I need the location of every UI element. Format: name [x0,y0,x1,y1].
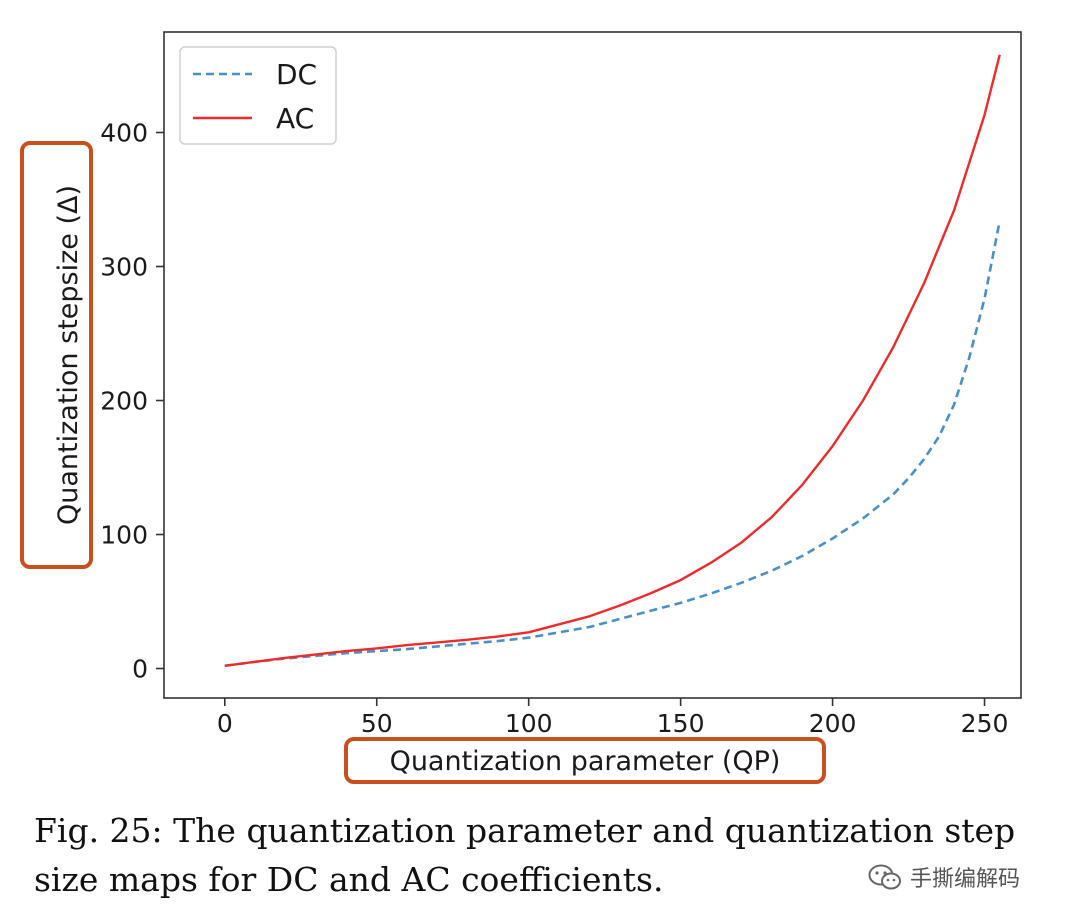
watermark: 手撕编解码 [868,862,1020,892]
y-tick-label: 100 [100,521,148,550]
x-tick-label: 50 [361,709,393,738]
y-tick-label: 300 [100,253,148,282]
x-tick-label: 150 [657,709,705,738]
watermark-text: 手撕编解码 [910,867,1021,892]
ylabel-highlight-box [20,141,93,569]
x-tick-label: 250 [961,709,1009,738]
y-tick-label: 400 [100,119,148,148]
legend-label-ac: AC [276,102,314,135]
y-axis-label: Quantization stepsize (Δ) [53,185,84,525]
x-tick-label: 0 [217,709,233,738]
figure-caption: Fig. 25: The quantization parameter and … [34,811,1016,899]
x-tick-label: 100 [505,709,553,738]
y-tick-label: 200 [100,387,148,416]
plot-frame [163,31,1022,699]
ticks-group: 0 50 100 150 200 250 0 100 200 300 400 [100,119,1008,738]
legend-label-dc: DC [276,58,317,91]
legend-box [179,46,337,145]
xlabel-highlight-box [344,737,826,784]
series-group [224,54,1001,668]
chart: 0 50 100 150 200 250 0 100 200 300 400 DC AC Quanti… [20,31,1022,784]
y-tick-label: 0 [132,655,148,684]
series-line-ac [224,54,1001,667]
x-tick-label: 200 [809,709,857,738]
x-axis-label: Quantization parameter (QP) [390,746,781,777]
legend: DC AC [179,46,337,145]
wechat-icon [868,863,902,891]
plot-frame-group [163,31,1022,699]
series-line-dc [224,220,1001,668]
